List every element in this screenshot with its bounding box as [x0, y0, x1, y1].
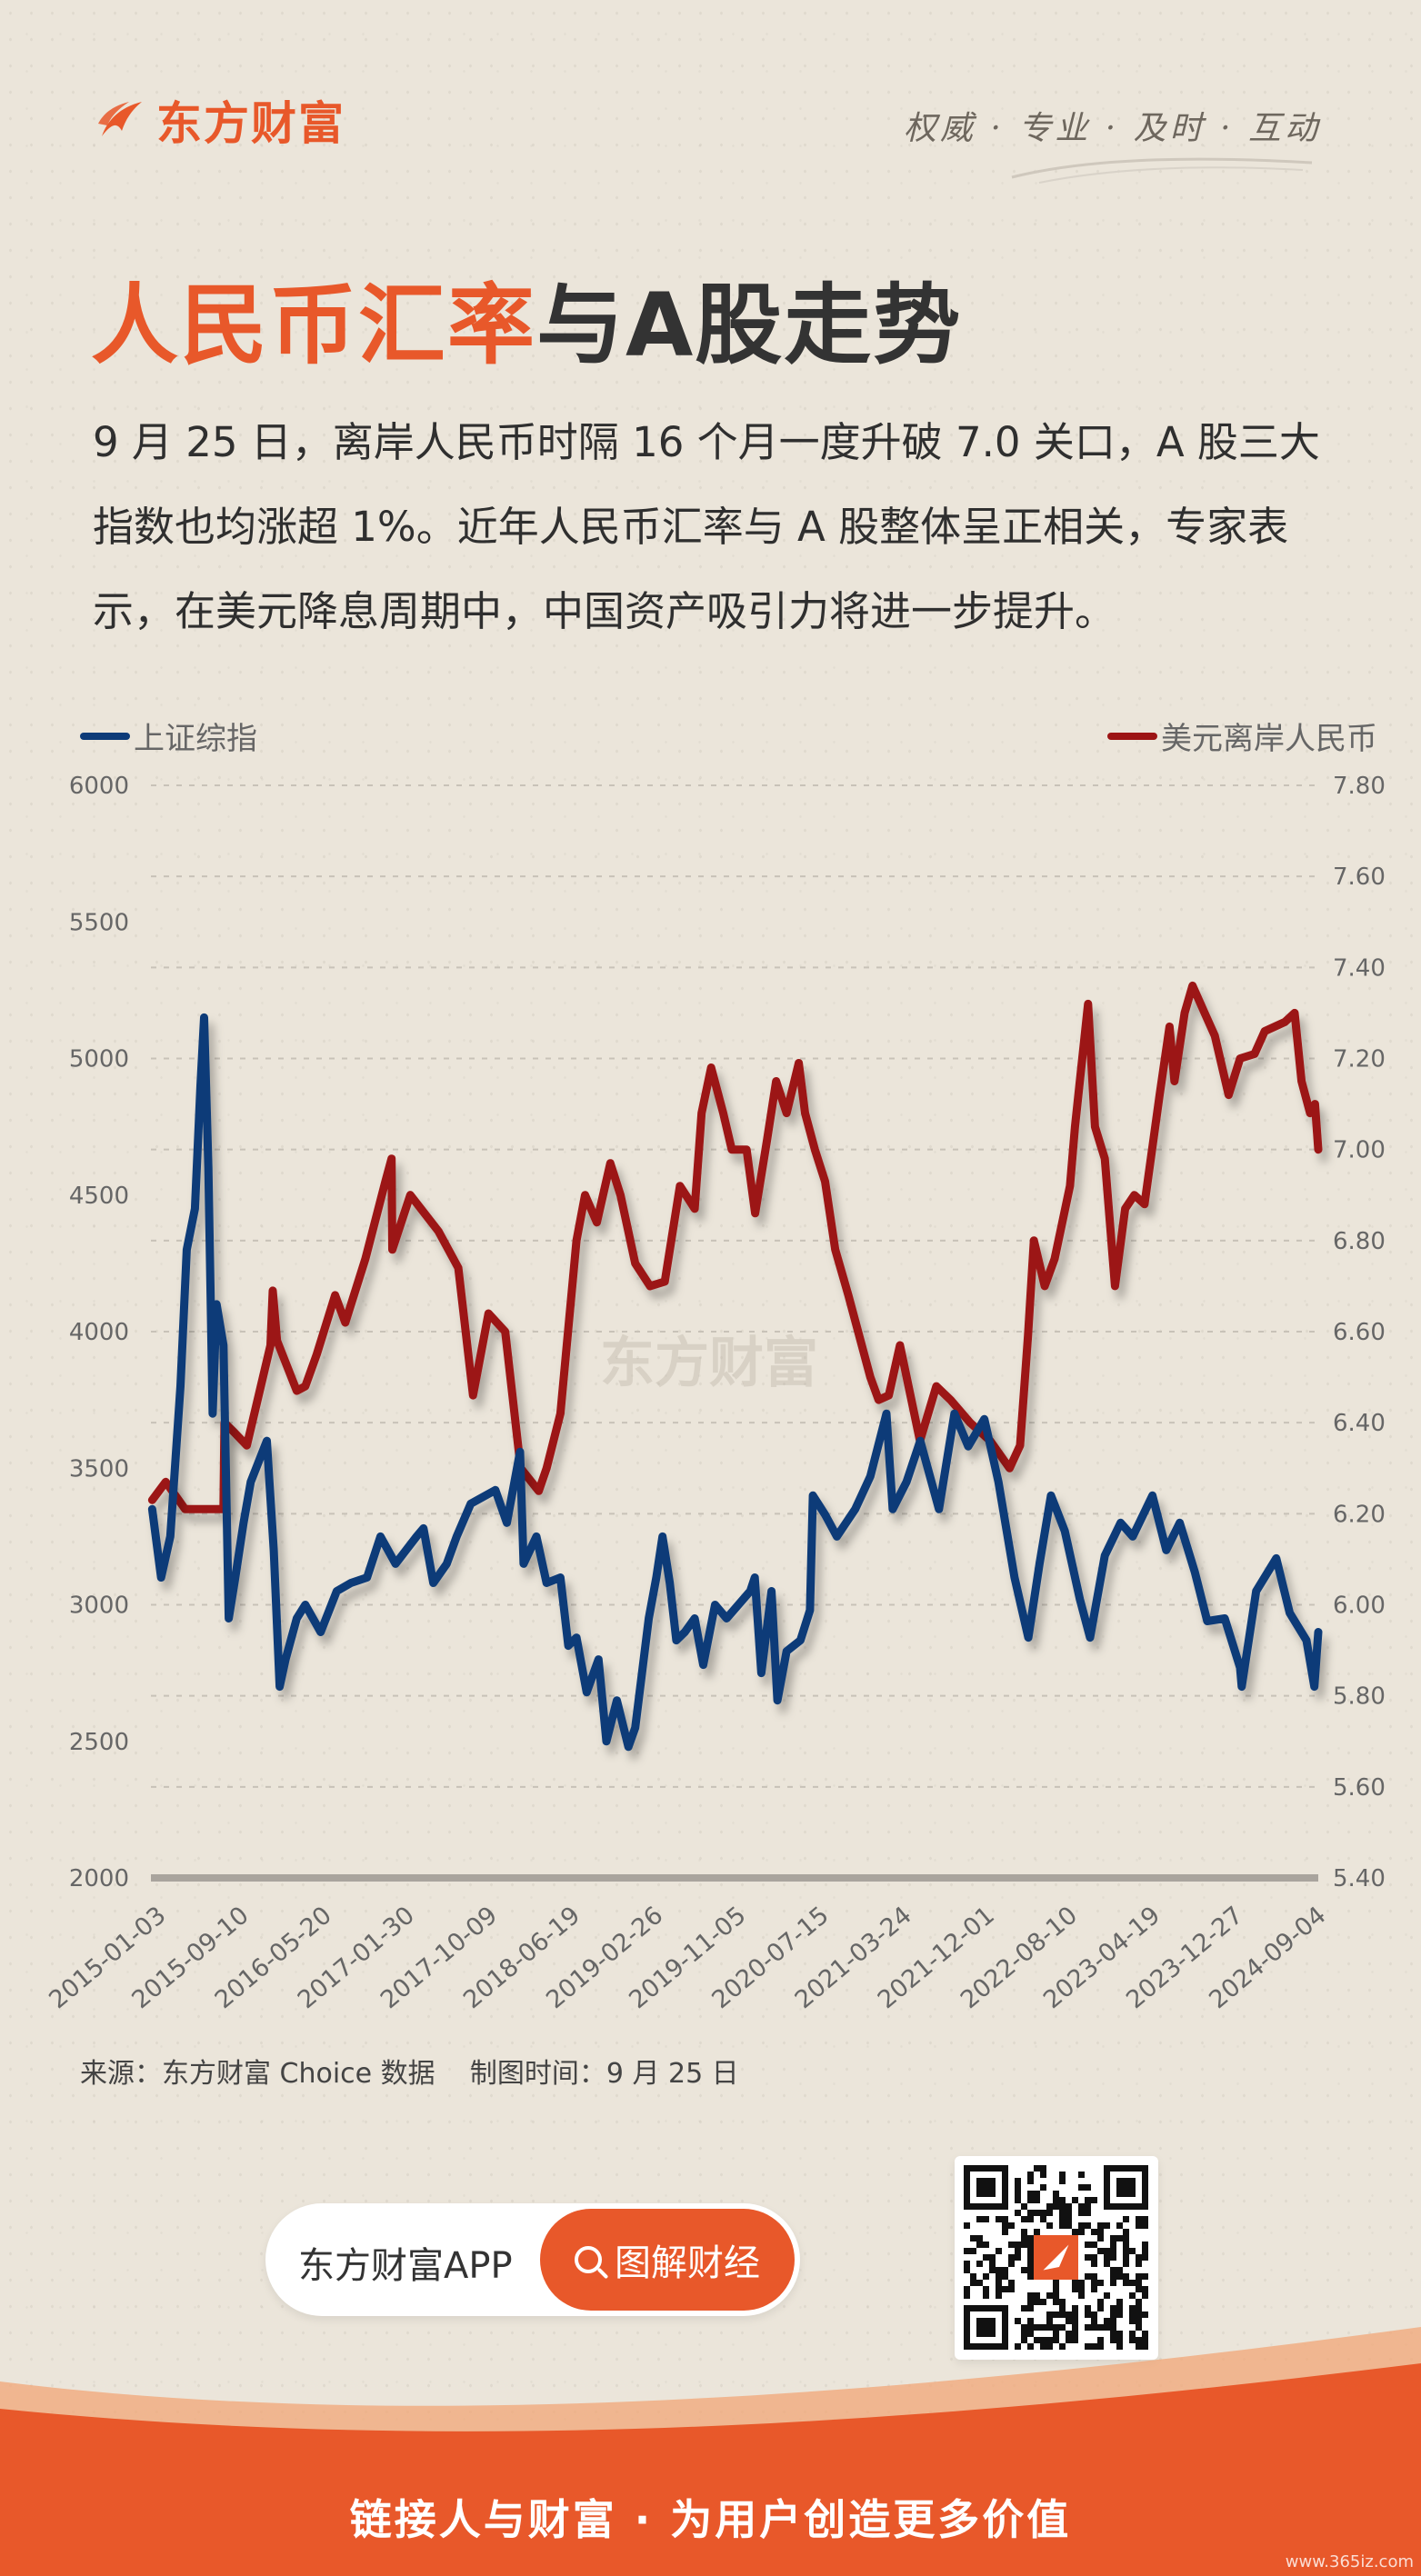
legend-fx: 美元离岸人民币 — [1107, 714, 1377, 758]
app-banner[interactable]: 东方财富APP 图解财经 — [265, 2203, 800, 2316]
right-tick-label: 7.00 — [1333, 1137, 1386, 1164]
left-tick-label: 4000 — [69, 1319, 129, 1346]
right-tick-label: 6.20 — [1333, 1501, 1386, 1528]
left-tick-label: 5000 — [69, 1046, 129, 1073]
footer-wave — [0, 2327, 1421, 2576]
brand-name: 东方财富 — [156, 97, 345, 150]
left-tick-label: 3000 — [69, 1593, 129, 1620]
series-line-fx — [147, 981, 1323, 1513]
x-axis-ticks: 2015-01-032015-09-102016-05-202017-01-30… — [44, 1902, 1331, 2015]
left-tick-label: 2000 — [69, 1865, 129, 1892]
right-tick-label: 5.60 — [1333, 1774, 1386, 1802]
slogan-swoosh — [1011, 157, 1313, 184]
right-axis-ticks: 5.40 5.60 5.80 6.00 6.20 6.40 6.60 6.80 7.00 7.20… — [1333, 773, 1386, 1892]
series-line-index — [147, 1013, 1323, 1752]
left-axis-ticks: 2000 2500 3000 3500 4000 4500 5000 5500 6000 — [69, 773, 129, 1892]
right-tick-label: 7.80 — [1333, 773, 1386, 800]
grid-lines — [151, 784, 1318, 1788]
left-tick-label: 4500 — [69, 1183, 129, 1210]
page-title: 人民币汇率与A股走势 — [91, 255, 962, 381]
right-tick-label: 7.40 — [1333, 954, 1386, 982]
title-rest: 与A股走势 — [536, 275, 963, 376]
tujie-button[interactable]: 图解财经 — [540, 2209, 795, 2311]
dual-axis-line-chart: 2000 2500 3000 3500 4000 4500 5000 5500 6000 5.4… — [44, 773, 1386, 2015]
left-tick-label: 5500 — [69, 909, 129, 936]
brand-logo: 东方财富 — [95, 87, 345, 153]
qr-code-icon — [964, 2165, 1148, 2350]
series-lines — [147, 981, 1323, 1752]
brand-mark-icon — [98, 102, 142, 136]
right-tick-label: 6.00 — [1333, 1593, 1386, 1620]
legend-index-label: 上证综指 — [134, 721, 257, 757]
right-tick-label: 5.80 — [1333, 1683, 1386, 1711]
right-tick-label: 6.80 — [1333, 1228, 1386, 1255]
search-icon — [575, 2246, 602, 2273]
right-tick-label: 6.60 — [1333, 1319, 1386, 1346]
legend-index-swatch — [80, 732, 130, 740]
intro-paragraph: 9 月 25 日，离岸人民币时隔 16 个月一度升破 7.0 关口，A 股三大指… — [93, 418, 1320, 635]
chart-watermark: 东方财富 — [600, 1332, 818, 1395]
left-tick-label: 3500 — [69, 1455, 129, 1483]
site-mark: www.365iz.com — [1285, 2552, 1414, 2571]
qr-code[interactable] — [955, 2156, 1158, 2360]
right-tick-label: 7.60 — [1333, 864, 1386, 891]
right-tick-label: 7.20 — [1333, 1046, 1386, 1073]
right-tick-label: 5.40 — [1333, 1865, 1386, 1892]
legend-index: 上证综指 — [80, 714, 257, 758]
source-note: 来源：东方财富 Choice 数据 制图时间：9 月 25 日 — [80, 2058, 739, 2090]
tujie-button-label: 图解财经 — [615, 2242, 760, 2284]
app-name: 东方财富APP — [298, 2245, 513, 2287]
slogan: 权威 · 专业 · 及时 · 互动 — [904, 110, 1321, 147]
left-tick-label: 2500 — [69, 1729, 129, 1756]
left-tick-label: 6000 — [69, 773, 129, 800]
legend-fx-swatch — [1107, 732, 1157, 740]
title-highlight: 人民币汇率 — [91, 275, 536, 376]
footer-tagline: 链接人与财富 · 为用户创造更多价值 — [349, 2495, 1072, 2544]
legend-fx-label: 美元离岸人民币 — [1161, 721, 1377, 757]
right-tick-label: 6.40 — [1333, 1410, 1386, 1437]
